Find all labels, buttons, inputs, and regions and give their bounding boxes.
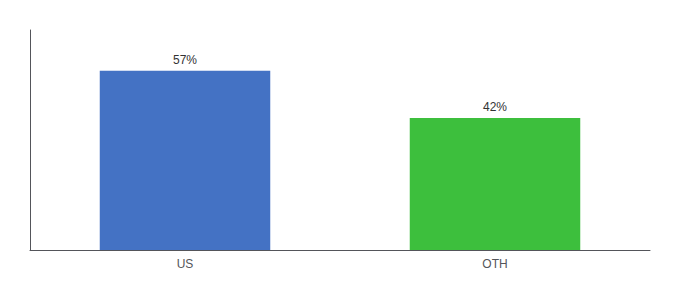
svg-text:57%: 57% (173, 53, 197, 67)
svg-text:US: US (177, 257, 194, 271)
svg-text:OTH: OTH (482, 257, 507, 271)
svg-text:42%: 42% (483, 100, 507, 114)
